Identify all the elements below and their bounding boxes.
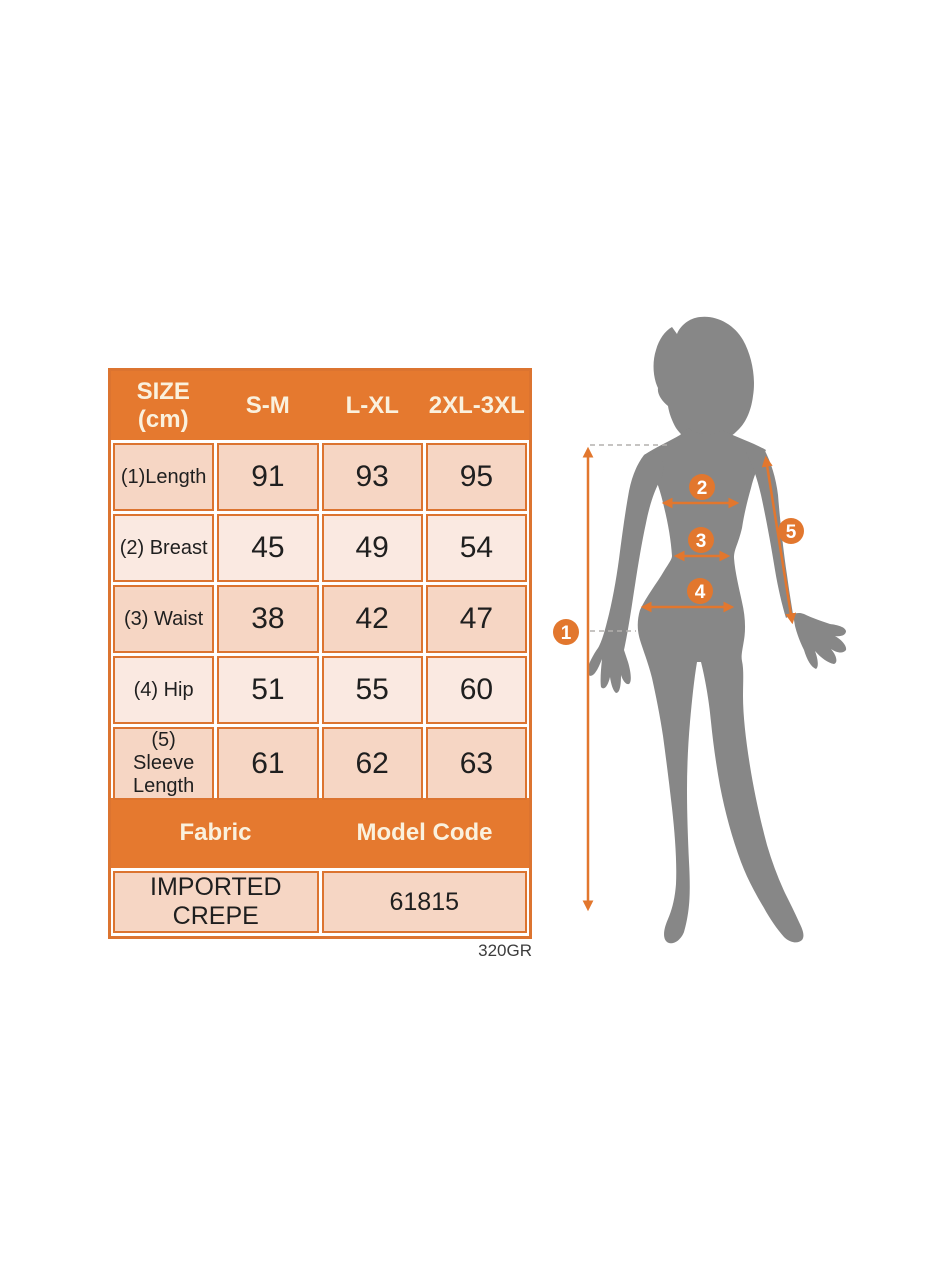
row-label: (4) Hip [113, 656, 215, 724]
table-row-hip: (4) Hip 51 55 60 [113, 656, 527, 724]
value-cell: 38 [217, 585, 319, 653]
marker-badge-3 [688, 527, 714, 553]
table-row-waist: (3) Waist 38 42 47 [113, 585, 527, 653]
svg-text:5: 5 [786, 522, 797, 543]
weight-note: 320GR [478, 941, 532, 960]
value-cell: 63 [425, 727, 527, 800]
header-size-line2: (cm) [137, 405, 189, 433]
value-cell: 51 [217, 656, 319, 724]
model-code-header: Model Code [356, 819, 493, 846]
row-label: (3) Waist [113, 585, 215, 653]
measure-line-1: 1 [553, 446, 594, 912]
value-cell: 93 [321, 443, 423, 511]
svg-text:3: 3 [696, 531, 707, 552]
value-cell: 62 [321, 727, 423, 800]
table-row-fabric: IMPORTED CREPE 61815 [113, 871, 527, 933]
measure-line-2: 2 [661, 474, 740, 509]
row-label: (2) Breast [113, 514, 215, 582]
header-size-2xl3xl: 2XL-3XL [428, 391, 525, 419]
marker-badge-2 [689, 474, 715, 500]
silhouette-left-arm [587, 453, 664, 693]
header-size-cm: SIZE (cm) [137, 378, 190, 433]
value-cell: 91 [217, 443, 319, 511]
value-cell: 45 [217, 514, 319, 582]
svg-text:2: 2 [697, 478, 708, 499]
table-body: (1)Length 91 93 95 (2) Breast 45 49 54 (… [111, 440, 529, 800]
model-code-value: 61815 [321, 871, 527, 933]
table-footer-body: IMPORTED CREPE 61815 [111, 868, 529, 936]
value-cell: 55 [321, 656, 423, 724]
svg-text:1: 1 [561, 623, 572, 644]
table-row-length: (1)Length 91 93 95 [113, 443, 527, 511]
fabric-header: Fabric [179, 819, 252, 846]
silhouette-right-arm [746, 448, 847, 669]
body-silhouette [587, 316, 847, 944]
table-row-sleeve: (5) Sleeve Length 61 62 63 [113, 727, 527, 800]
fabric-value: IMPORTED CREPE [113, 871, 319, 933]
measure-line-3: 3 [673, 527, 731, 562]
marker-badge-4 [687, 578, 713, 604]
table-row-breast: (2) Breast 45 49 54 [113, 514, 527, 582]
value-cell: 61 [217, 727, 319, 800]
header-size-lxl: L-XL [345, 391, 399, 419]
value-cell: 60 [425, 656, 527, 724]
row-label: (1)Length [113, 443, 215, 511]
size-table: SIZE (cm) S-M L-XL 2XL-3XL (1)Length 91 … [108, 368, 532, 939]
value-cell: 42 [321, 585, 423, 653]
marker-badge-5 [778, 518, 804, 544]
value-cell: 49 [321, 514, 423, 582]
size-diagram: 1 2 3 4 5 [553, 316, 847, 944]
row-label: (5) Sleeve Length [113, 727, 215, 800]
header-size-sm: S-M [245, 391, 290, 419]
measure-line-4: 4 [640, 578, 735, 613]
header-size-line1: SIZE [136, 377, 190, 405]
table-header-row: SIZE (cm) S-M L-XL 2XL-3XL [111, 371, 529, 440]
value-cell: 54 [425, 514, 527, 582]
silhouette-head [653, 316, 754, 444]
value-cell: 95 [425, 443, 527, 511]
value-cell: 47 [425, 585, 527, 653]
marker-badge-1 [553, 619, 579, 645]
table-footer-header: Fabric Model Code [111, 798, 529, 868]
svg-text:4: 4 [695, 582, 706, 603]
measure-line-5: 5 [761, 455, 804, 625]
